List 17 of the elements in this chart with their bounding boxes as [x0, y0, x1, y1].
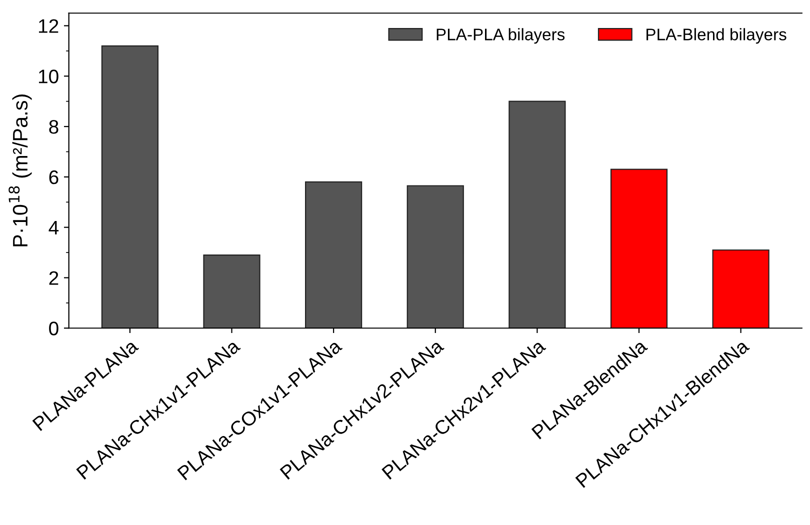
legend-label: PLA-Blend bilayers: [646, 28, 786, 44]
y-tick-label: 4: [48, 220, 59, 234]
legend-label: PLA-PLA bilayers: [436, 28, 565, 44]
bar: [305, 181, 362, 328]
y-tick-label: 2: [49, 271, 58, 285]
bar: [610, 168, 668, 328]
bar: [508, 100, 566, 328]
y-tick-label: 6: [49, 170, 58, 184]
y-tick-label: 8: [49, 120, 58, 134]
bar: [712, 249, 770, 328]
bar: [101, 45, 158, 328]
bar: [203, 254, 260, 328]
y-tick-label: 10: [38, 70, 58, 84]
y-axis-title: P·10$^{18}$ (m²/Pa.s): [8, 94, 32, 246]
y-tick-label: 12: [38, 19, 58, 33]
y-tick-label: 0: [49, 322, 58, 336]
bar: [406, 185, 464, 328]
